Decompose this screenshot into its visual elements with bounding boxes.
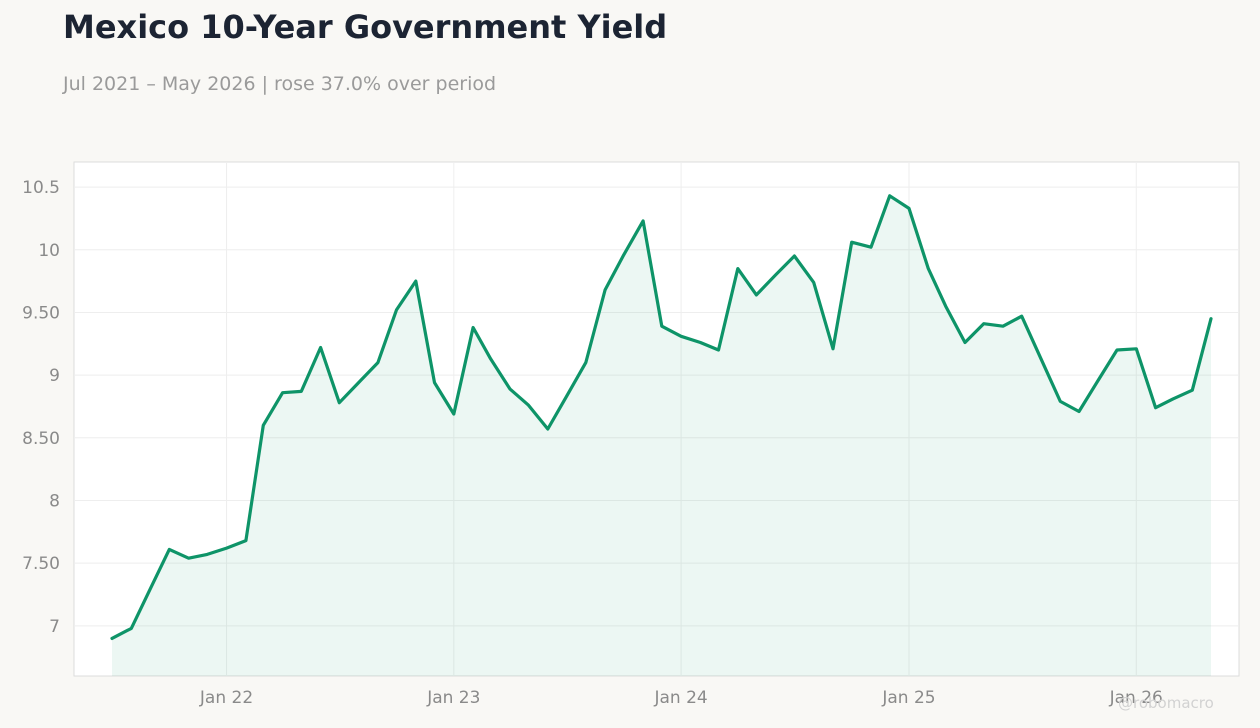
y-tick-label: 7.50	[22, 554, 60, 574]
y-tick-label: 9.50	[22, 303, 60, 323]
y-tick-label: 10	[38, 241, 60, 261]
y-tick-label: 8.50	[22, 429, 60, 449]
chart-subtitle: Jul 2021 – May 2026 | rose 37.0% over pe…	[63, 73, 497, 95]
y-tick-label: 7	[49, 617, 60, 637]
grid-lines	[74, 162, 1239, 676]
yield-series-line	[110, 194, 1213, 640]
y-axis: 7 7.50 8 8.50 9 9.50 10 10.5	[22, 178, 60, 637]
x-tick-label: Jan 25	[881, 688, 935, 708]
x-tick-label: Jan 22	[199, 688, 253, 708]
x-axis: Jan 22 Jan 23 Jan 24 Jan 25 Jan 26	[199, 688, 1163, 708]
chart-title: Mexico 10-Year Government Yield	[63, 8, 668, 46]
x-tick-label: Jan 26	[1109, 688, 1163, 708]
y-tick-label: 8	[49, 491, 60, 511]
x-tick-label: Jan 24	[653, 688, 707, 708]
x-tick-label: Jan 23	[426, 688, 480, 708]
yield-area-fill	[112, 195, 1211, 677]
y-tick-label: 9	[49, 366, 60, 386]
watermark: @robomacro	[1118, 694, 1214, 712]
y-tick-label: 10.5	[22, 178, 60, 198]
